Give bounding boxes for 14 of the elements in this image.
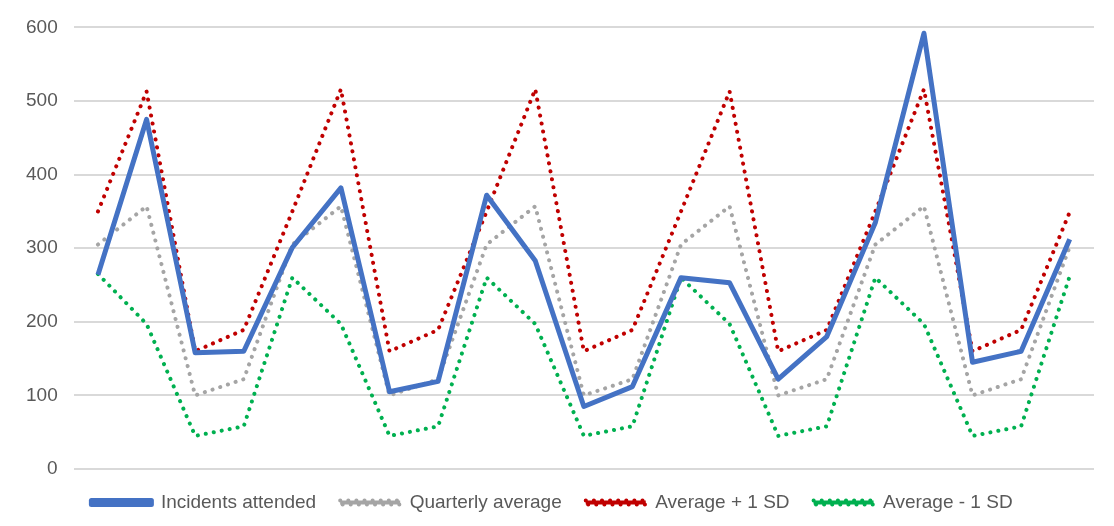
y-tick-label: 500 [26,89,58,111]
legend-label: Average + 1 SD [655,490,790,512]
legend-label: Average - 1 SD [883,490,1013,512]
y-tick-label: 300 [26,236,58,258]
y-tick-label: 600 [26,15,58,37]
line-series [95,271,1072,438]
line-series [95,204,1072,398]
y-tick-label: 0 [47,457,58,479]
legend-label: Incidents attended [160,490,317,512]
line-series [95,87,1072,354]
y-tick-label: 100 [26,383,58,405]
y-tick-label: 200 [26,310,58,332]
y-tick-label: 400 [26,162,58,184]
legend-label: Quarterly average [409,490,562,512]
